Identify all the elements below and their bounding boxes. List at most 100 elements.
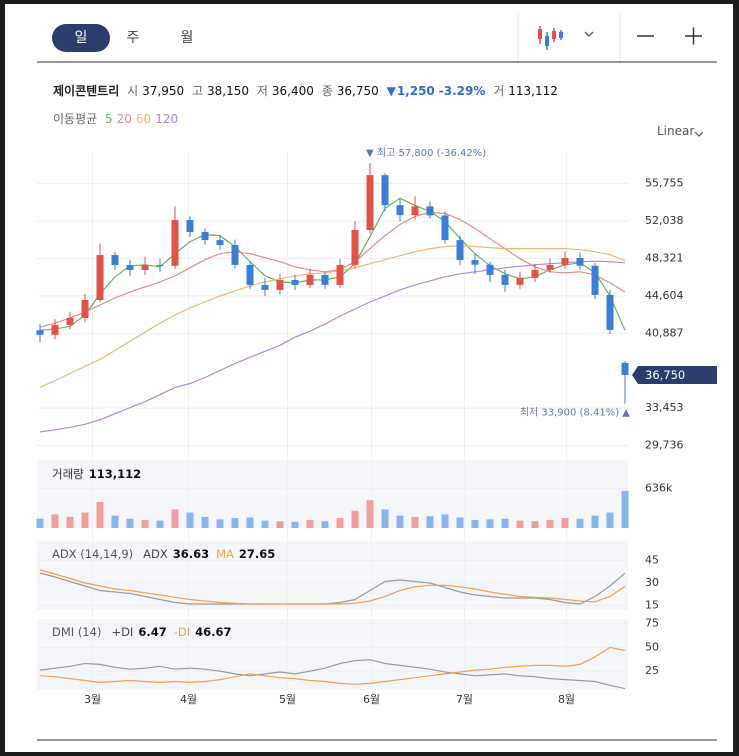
candle-body [66, 317, 74, 325]
volume-bar [456, 517, 464, 528]
volume-bar [411, 516, 419, 528]
last-price-tag [632, 365, 717, 384]
legend-entry: MA [216, 547, 234, 561]
volume-bar [96, 502, 104, 528]
candle-body [231, 245, 239, 265]
volume-bar [51, 514, 59, 528]
y-tick-label: 45 [645, 554, 659, 567]
y-tick-label: 44,604 [645, 289, 684, 302]
candle-body [606, 294, 614, 330]
candle-body [156, 264, 164, 266]
volume-bar [441, 514, 449, 528]
candle-body [171, 220, 179, 266]
y-tick-label: 30 [645, 576, 659, 589]
volume-bar [351, 510, 359, 528]
panel-background [37, 460, 628, 528]
scale-chevron[interactable] [694, 131, 704, 137]
legend-value: 27.65 [238, 547, 276, 561]
candle-body [141, 264, 149, 270]
min-annotation: 최저 33,900 (8.41%) ▲ [520, 407, 630, 419]
candle-body [501, 274, 509, 285]
legend-value: 6.47 [138, 625, 167, 639]
info-value: 37,950 [142, 84, 185, 98]
zoom-in[interactable] [685, 27, 702, 45]
legend-entry: -DI [173, 625, 191, 639]
scale-label: Linear [657, 124, 695, 138]
x-tick-label: 7월 [456, 693, 473, 706]
info-label: 저 [256, 84, 268, 98]
candle-body [486, 264, 494, 275]
volume-bar [246, 517, 254, 528]
volume-bar [186, 512, 194, 528]
x-tick-label: 3월 [84, 693, 101, 706]
panel-legend: 거래량 113,112 [52, 466, 148, 482]
candle-body [366, 175, 374, 231]
y-tick-label: 48,321 [645, 252, 684, 265]
legend-entry: 5 [105, 112, 113, 126]
candle-body [306, 274, 314, 285]
volume-bar [291, 521, 299, 528]
candle-body [81, 299, 89, 318]
legend-title: 이동평균 [53, 112, 98, 126]
candle-body [186, 220, 194, 233]
scale-selector[interactable]: Linear [657, 124, 698, 138]
info-row: 제이콘텐트리 시 37,950 고 38,150 저 36,400 종 36,750 ▼… [53, 82, 562, 99]
candle-body [531, 269, 539, 278]
candle-body [216, 240, 224, 246]
change-arrow: ▼ [386, 84, 396, 98]
tab-day[interactable]: 일 [52, 24, 110, 52]
tab-month[interactable]: 월 [180, 30, 194, 46]
candle-body [561, 258, 569, 265]
chart-type-icon[interactable] [538, 26, 563, 50]
y-tick-label: 15 [645, 599, 659, 612]
candle-body [291, 279, 299, 285]
candle-body [396, 205, 404, 216]
candle-body [441, 215, 449, 241]
volume-bar [126, 518, 134, 528]
candle-body [201, 232, 209, 241]
volume-bar [231, 518, 239, 528]
y-tick-label: 50 [645, 640, 659, 653]
volume-bar [591, 515, 599, 528]
y-tick-label: 75 [645, 617, 659, 630]
volume-bar [531, 521, 539, 528]
volume-bar [606, 512, 614, 528]
y-tick-label: 52,038 [645, 214, 684, 227]
y-tick-label: 55,755 [645, 177, 684, 190]
candle-body [51, 324, 59, 335]
candle-body [471, 260, 479, 265]
info-label: 거 [493, 84, 505, 98]
y-tick-label: 33,453 [645, 401, 684, 414]
x-tick-label: 6월 [363, 693, 380, 706]
volume-bar [621, 490, 629, 528]
indicator-line [39, 260, 626, 433]
candle-body [381, 175, 389, 206]
volume-bar [66, 516, 74, 528]
volume-bar [216, 519, 224, 528]
y-tick-label: 636k [645, 482, 673, 495]
info-label: 시 [127, 84, 139, 98]
legend-entry: ADX [143, 547, 168, 561]
x-tick-label: 8월 [558, 693, 575, 706]
indicator-line [39, 646, 626, 685]
volume-bar [111, 515, 119, 528]
candle-body [276, 279, 284, 290]
legend-value: 36.63 [172, 547, 210, 561]
candle-body [36, 330, 44, 335]
volume-bar [561, 518, 569, 528]
info-label: 고 [191, 84, 203, 98]
candle-body [621, 362, 629, 375]
dropdown-chevron[interactable] [584, 31, 594, 37]
indicator-line [39, 197, 626, 331]
volume-bar [171, 509, 179, 528]
y-tick-label: 40,887 [645, 326, 684, 339]
volume-bar [36, 518, 44, 528]
indicator-line [39, 572, 626, 605]
panel-value: 113,112 [88, 467, 142, 481]
tab-week[interactable]: 주 [126, 30, 140, 46]
volume-bar [276, 521, 284, 528]
legend-value: 46.67 [195, 625, 232, 639]
volume-bar [381, 509, 389, 528]
